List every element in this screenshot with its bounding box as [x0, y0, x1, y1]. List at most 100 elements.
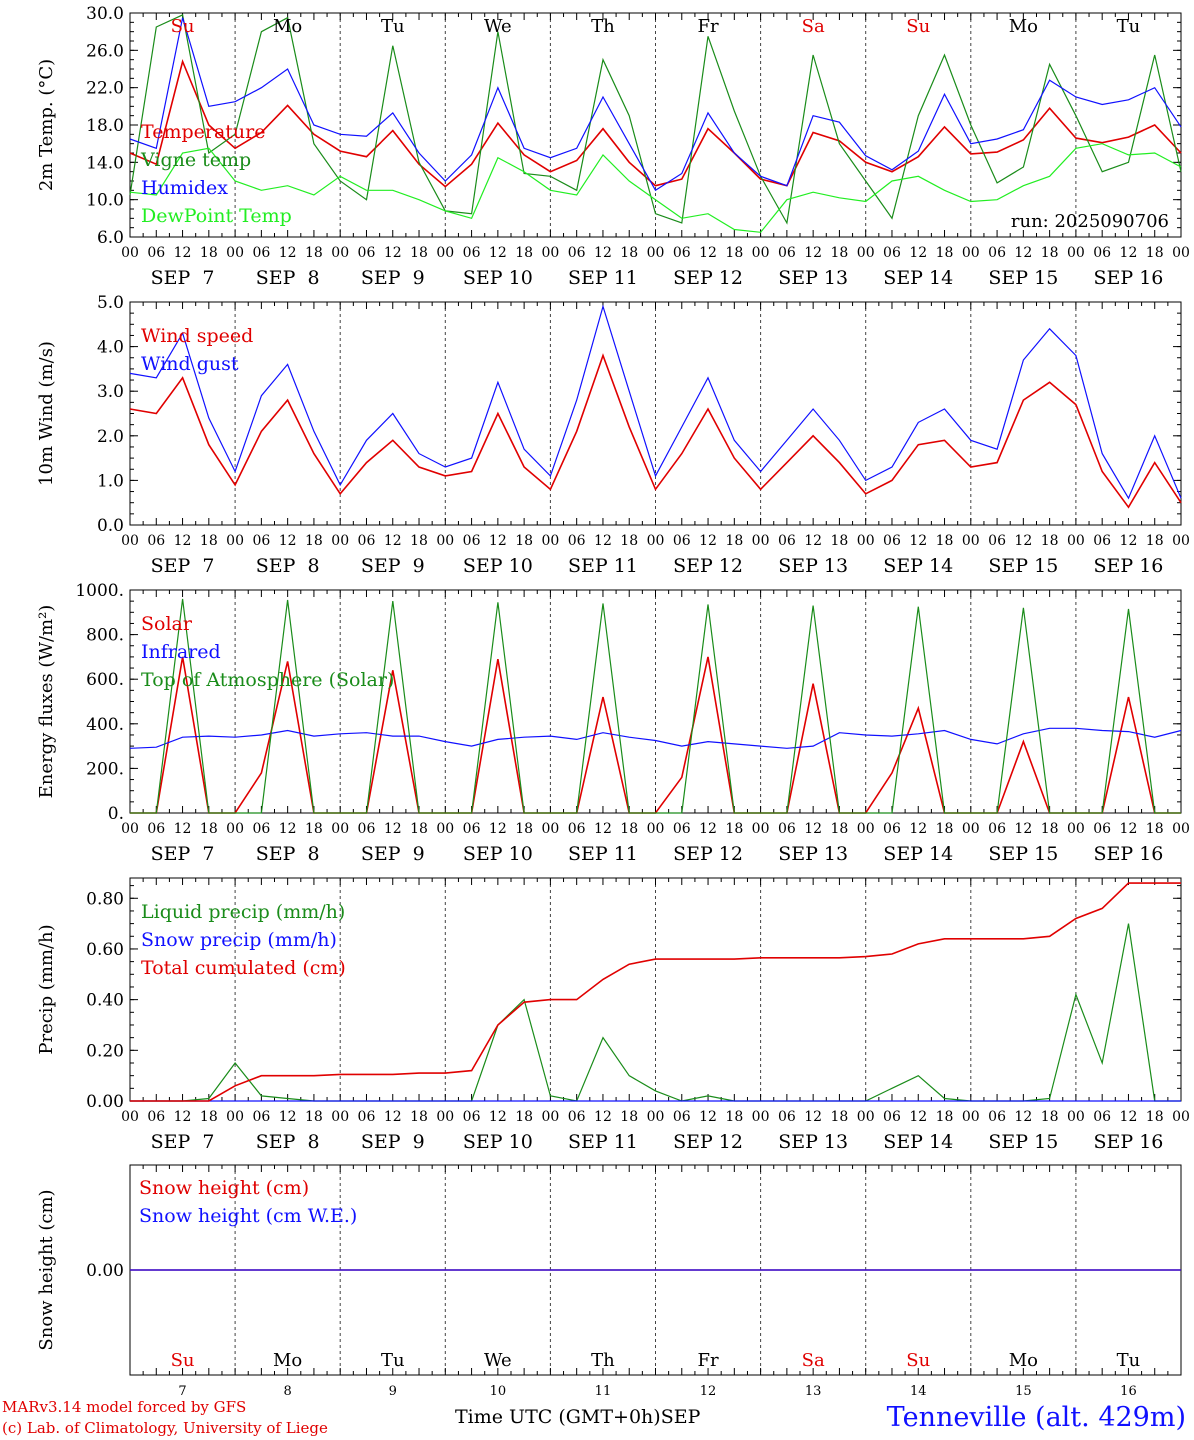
hour-tick-label: 12 [1120, 533, 1138, 549]
hour-tick-label: 00 [1067, 533, 1085, 549]
hour-tick-label: 12 [594, 1109, 612, 1125]
plot-frame [129, 589, 1182, 814]
hour-tick-label: 18 [1041, 533, 1059, 549]
legend-entry: Top of Atmosphere (Solar) [141, 669, 394, 691]
y-axis-label: 10m Wind (m/s) [36, 341, 57, 486]
y-tick-label: 2.0 [97, 427, 124, 447]
hour-tick-label: 06 [1093, 1109, 1111, 1125]
hour-tick-label: 12 [489, 245, 507, 261]
y-tick-label: 18.0 [86, 116, 124, 136]
month-label: SEP [660, 1406, 701, 1428]
hour-tick-label: 06 [778, 533, 796, 549]
hour-tick-label: 00 [752, 245, 770, 261]
hour-tick-label: 18 [831, 821, 849, 837]
weekday-label: Su [171, 16, 195, 37]
hour-tick-label: 00 [1172, 533, 1190, 549]
hour-tick-label: 18 [1146, 533, 1164, 549]
date-label: SEP 13 [778, 843, 848, 865]
hour-tick-label: 18 [831, 1109, 849, 1125]
hour-tick-label: 06 [883, 1109, 901, 1125]
date-label: SEP 10 [463, 1131, 533, 1153]
hour-tick-label: 12 [1014, 821, 1032, 837]
hour-tick-label: 12 [1120, 821, 1138, 837]
plot-frame [129, 12, 1182, 238]
hour-tick-label: 00 [226, 1109, 244, 1125]
date-label: SEP 13 [778, 555, 848, 577]
date-label: SEP 16 [1094, 843, 1164, 865]
legend-entry: Vigne temp [140, 149, 251, 171]
hour-tick-label: 18 [305, 821, 323, 837]
hour-tick-label: 06 [1093, 821, 1111, 837]
hour-tick-label: 18 [200, 821, 218, 837]
station-name: Tenneville (alt. 429m) [886, 1402, 1186, 1433]
hour-tick-label: 18 [410, 245, 428, 261]
hour-tick-label: 18 [620, 245, 638, 261]
hour-tick-label: 00 [121, 533, 139, 549]
y-tick-label: 0.40 [86, 991, 124, 1011]
hour-tick-label: 18 [305, 1109, 323, 1125]
hour-tick-label: 00 [541, 1109, 559, 1125]
date-label: SEP 13 [778, 1131, 848, 1153]
hour-tick-label: 00 [541, 821, 559, 837]
weekday-label: Sa [802, 1350, 825, 1371]
panel-3 [129, 589, 1182, 814]
hour-tick-label: 18 [725, 1109, 743, 1125]
hour-tick-label: 00 [436, 533, 454, 549]
legend-entry: Temperature [141, 121, 265, 143]
date-label: SEP 8 [256, 843, 320, 865]
y-tick-label: 0.60 [86, 940, 124, 960]
date-label: SEP 16 [1094, 555, 1164, 577]
hour-tick-label: 00 [752, 533, 770, 549]
date-label: SEP 16 [1094, 1131, 1164, 1153]
legend-entry: Humidex [141, 177, 228, 199]
hour-tick-label: 06 [778, 1109, 796, 1125]
y-tick-label: 0.0 [97, 516, 124, 536]
date-label: SEP 12 [673, 267, 743, 289]
hour-tick-label: 12 [804, 1109, 822, 1125]
hour-tick-label: 12 [1014, 245, 1032, 261]
time-axis-label: Time UTC (GMT+0h)SEP [455, 1406, 700, 1428]
weekday-label: Su [171, 1350, 195, 1371]
date-label: SEP 15 [988, 267, 1058, 289]
hour-tick-label: 06 [252, 1109, 270, 1125]
hour-tick-label: 06 [358, 1109, 376, 1125]
date-label: SEP 9 [361, 555, 425, 577]
hour-tick-label: 00 [962, 533, 980, 549]
hour-tick-label: 12 [1120, 245, 1138, 261]
day-number-label: 16 [1120, 1384, 1137, 1399]
hour-tick-label: 18 [936, 245, 954, 261]
legend-entry: Solar [141, 613, 193, 635]
hour-tick-label: 12 [594, 245, 612, 261]
hour-tick-label: 06 [778, 821, 796, 837]
weekday-label: Tu [1117, 16, 1141, 37]
weekday-label: Mo [273, 16, 302, 37]
hour-tick-label: 12 [909, 245, 927, 261]
y-tick-label: 0.00 [86, 1261, 124, 1281]
hour-tick-label: 12 [489, 821, 507, 837]
date-label: SEP 14 [883, 267, 953, 289]
panel-5 [129, 1164, 1182, 1376]
y-tick-label: 800. [86, 626, 124, 646]
hour-tick-label: 12 [174, 821, 192, 837]
series-line-humidex [129, 17, 1182, 192]
series-line-infrared [129, 727, 1182, 749]
legend-entry: Total cumulated (cm) [141, 957, 346, 979]
hour-tick-label: 18 [725, 245, 743, 261]
hour-tick-label: 12 [174, 1109, 192, 1125]
weekday-label: Mo [273, 1350, 302, 1371]
hour-tick-label: 12 [279, 821, 297, 837]
y-tick-label: 14.0 [86, 153, 124, 173]
weekday-label: Th [591, 1350, 615, 1371]
series-line-wind-speed [129, 353, 1182, 509]
day-number-label: 13 [805, 1384, 822, 1399]
hour-tick-label: 18 [725, 821, 743, 837]
hour-tick-label: 06 [147, 533, 165, 549]
weekday-label: Tu [381, 1350, 405, 1371]
hour-tick-label: 18 [620, 1109, 638, 1125]
hour-tick-label: 18 [305, 245, 323, 261]
hour-tick-label: 06 [147, 1109, 165, 1125]
hour-tick-label: 18 [1041, 245, 1059, 261]
hour-tick-label: 12 [489, 1109, 507, 1125]
date-label: SEP 16 [1094, 267, 1164, 289]
